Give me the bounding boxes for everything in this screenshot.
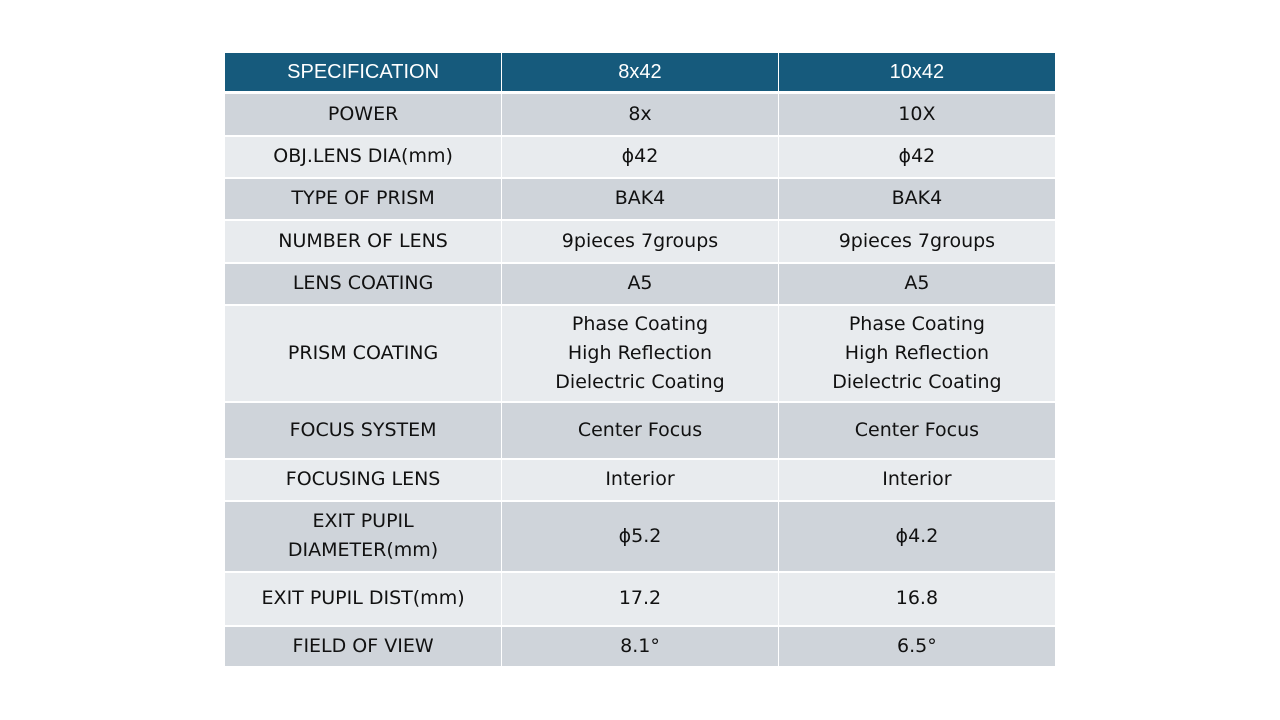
table-row: TYPE OF PRISM BAK4 BAK4 [225,177,1055,221]
spec-table: SPECIFICATION 8x42 10x42 POWER 8x 10X OB… [225,53,1055,668]
value-line: High Reflection [567,341,713,364]
value-10x42: 16.8 [778,571,1055,627]
spec-label: EXIT PUPIL DIAMETER(mm) [225,500,503,573]
spec-label: NUMBER OF LENS [225,219,503,264]
value-8x42: 8.1° [501,625,779,668]
spec-label: PRISM COATING [225,304,503,403]
table-row: EXIT PUPIL DIAMETER(mm) ϕ5.2 ϕ4.2 [225,500,1055,573]
value-8x42: 8x [501,92,779,137]
value-8x42: A5 [501,262,779,306]
value-8x42: 17.2 [501,571,779,627]
header-row: SPECIFICATION 8x42 10x42 [225,53,1055,94]
value-8x42: Interior [501,458,779,502]
value-10x42: BAK4 [778,177,1055,221]
value-10x42: Phase Coating High Reflection Dielectric… [778,304,1055,403]
table-row: OBJ.LENS DIA(mm) ϕ42 ϕ42 [225,135,1055,179]
spec-label-line: DIAMETER(mm) [287,539,439,561]
spec-label: POWER [225,92,503,137]
header-8x42: 8x42 [501,53,779,94]
value-10x42: A5 [778,262,1055,306]
table-row: FOCUSING LENS Interior Interior [225,458,1055,502]
value-10x42: ϕ4.2 [778,500,1055,573]
value-10x42: Center Focus [778,401,1055,460]
value-line: Phase Coating [571,312,709,335]
value-8x42: BAK4 [501,177,779,221]
value-8x42: Phase Coating High Reflection Dielectric… [501,304,779,403]
spec-label: FIELD OF VIEW [225,625,503,668]
value-8x42: ϕ5.2 [501,500,779,573]
value-8x42: ϕ42 [501,135,779,179]
value-10x42: 9pieces 7groups [778,219,1055,264]
value-line: Dielectric Coating [555,370,725,393]
value-8x42: 9pieces 7groups [501,219,779,264]
table-row: NUMBER OF LENS 9pieces 7groups 9pieces 7… [225,219,1055,264]
value-10x42: 10X [778,92,1055,137]
header-specification: SPECIFICATION [225,53,503,94]
table-row: LENS COATING A5 A5 [225,262,1055,306]
spec-label: LENS COATING [225,262,503,306]
table-row: EXIT PUPIL DIST(mm) 17.2 16.8 [225,571,1055,627]
value-line: Dielectric Coating [832,370,1002,393]
value-10x42: ϕ42 [778,135,1055,179]
header-10x42: 10x42 [778,53,1055,94]
table-row: FOCUS SYSTEM Center Focus Center Focus [225,401,1055,460]
value-8x42: Center Focus [501,401,779,460]
spec-label: TYPE OF PRISM [225,177,503,221]
spec-label: OBJ.LENS DIA(mm) [225,135,503,179]
value-line: Phase Coating [848,312,985,335]
table-row: POWER 8x 10X [225,92,1055,137]
value-10x42: 6.5° [778,625,1055,668]
spec-label: FOCUS SYSTEM [225,401,503,460]
value-10x42: Interior [778,458,1055,502]
table-row: FIELD OF VIEW 8.1° 6.5° [225,625,1055,668]
spec-label-line: EXIT PUPIL [312,510,414,532]
value-line: High Reflection [844,341,990,364]
table-row: PRISM COATING Phase Coating High Reflect… [225,304,1055,403]
spec-label: EXIT PUPIL DIST(mm) [225,571,503,627]
spec-label: FOCUSING LENS [225,458,503,502]
